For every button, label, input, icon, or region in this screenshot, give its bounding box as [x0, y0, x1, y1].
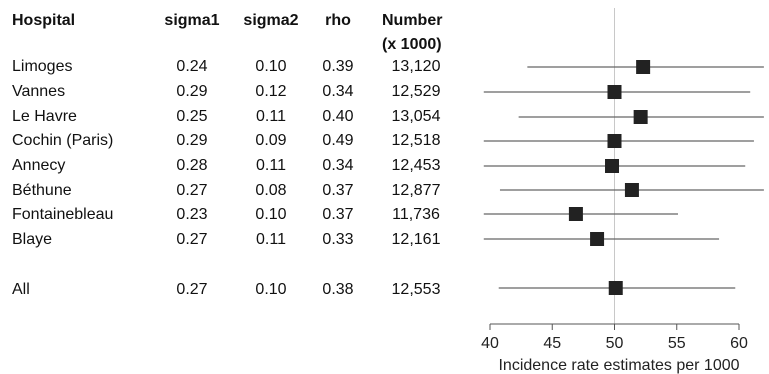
rho-value: 0.39: [322, 58, 354, 75]
number-value: 12,453: [391, 157, 441, 174]
sigma1-value: 0.27: [176, 281, 208, 298]
rho-value: 0.34: [322, 83, 354, 100]
estimate-marker: [636, 60, 651, 74]
estimate-marker: [568, 207, 583, 221]
header-rho: rho: [325, 12, 351, 29]
rho-value: 0.49: [322, 132, 354, 149]
x-tick-label: 50: [606, 335, 624, 352]
hospital-name: Cochin (Paris): [12, 132, 114, 149]
number-value: 12,529: [391, 83, 441, 100]
header-number-unit: (x 1000): [382, 36, 442, 53]
sigma1-value: 0.24: [176, 58, 208, 75]
number-value: 12,877: [391, 182, 441, 199]
sigma1-value: 0.27: [176, 182, 208, 199]
sigma2-value: 0.11: [256, 231, 286, 248]
estimate-marker: [624, 183, 639, 197]
x-tick-label: 40: [481, 335, 499, 352]
number-value: 11,736: [392, 206, 440, 223]
x-axis-label: Incidence rate estimates per 1000: [498, 357, 739, 374]
number-value: 12,518: [391, 132, 441, 149]
hospital-name: Vannes: [12, 83, 66, 100]
sigma2-value: 0.11: [256, 108, 286, 125]
sigma1-value: 0.29: [176, 132, 208, 149]
number-value: 12,161: [391, 231, 441, 248]
sigma2-value: 0.11: [256, 157, 286, 174]
hospital-name: Fontainebleau: [12, 206, 114, 223]
sigma2-value: 0.12: [255, 83, 287, 100]
estimate-marker: [607, 85, 622, 99]
sigma2-value: 0.10: [255, 281, 287, 298]
estimate-marker: [607, 134, 622, 148]
number-value: 13,120: [391, 58, 441, 75]
header-sigma1: sigma1: [164, 12, 220, 29]
sigma1-value: 0.23: [176, 206, 208, 223]
hospital-name: All: [12, 281, 30, 298]
rho-value: 0.40: [322, 108, 354, 125]
sigma1-value: 0.29: [176, 83, 208, 100]
rho-value: 0.34: [322, 157, 354, 174]
estimate-marker: [605, 159, 620, 173]
rho-value: 0.38: [322, 281, 354, 298]
x-tick-label: 45: [543, 335, 561, 352]
hospital-name: Le Havre: [12, 108, 77, 125]
rho-value: 0.33: [322, 231, 354, 248]
hospital-name: Blaye: [12, 231, 53, 248]
sigma2-value: 0.08: [255, 182, 287, 199]
rho-value: 0.37: [322, 182, 354, 199]
sigma1-value: 0.27: [176, 231, 208, 248]
hospital-name: Limoges: [12, 58, 73, 75]
sigma2-value: 0.09: [255, 132, 287, 149]
estimate-marker: [633, 110, 648, 124]
header-hospital: Hospital: [12, 12, 76, 29]
sigma1-value: 0.25: [176, 108, 208, 125]
hospital-name: Annecy: [12, 157, 66, 174]
estimate-marker: [608, 281, 623, 295]
sigma1-value: 0.28: [176, 157, 208, 174]
sigma2-value: 0.10: [255, 206, 287, 223]
x-tick-label: 60: [730, 335, 748, 352]
hospital-name: Béthune: [12, 182, 72, 199]
header-sigma2: sigma2: [243, 12, 299, 29]
rho-value: 0.37: [322, 206, 354, 223]
sigma2-value: 0.10: [255, 58, 287, 75]
number-value: 13,054: [391, 108, 441, 125]
header-number: Number: [382, 12, 443, 29]
x-tick-label: 55: [668, 335, 686, 352]
estimate-marker: [590, 232, 605, 246]
number-value: 12,553: [391, 281, 441, 298]
